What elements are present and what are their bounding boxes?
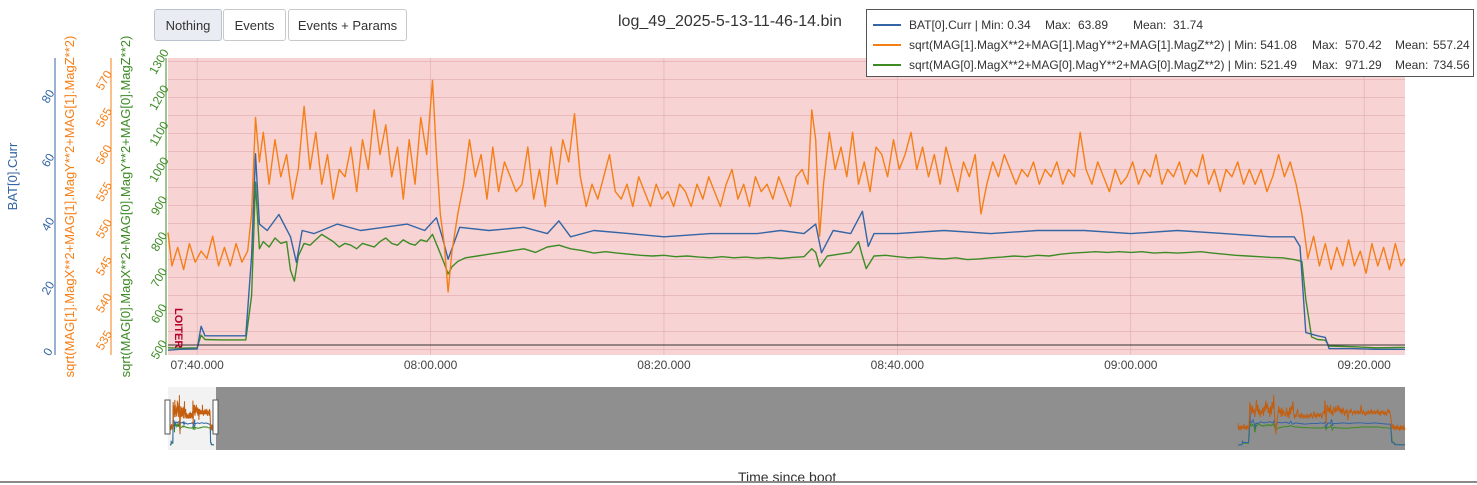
legend-swatch	[873, 44, 901, 46]
y-tick-label: 800	[148, 229, 170, 254]
navigator-series-line	[1238, 413, 1406, 446]
y-axes: 0 20 40 60 80 BAT[0].Curr 535 540 545 550 555 560 56…	[5, 36, 172, 378]
y-tick-label: 555	[93, 179, 115, 204]
legend-mean: 557.24	[1433, 38, 1470, 52]
y-axis-title: sqrt(MAG[1].MagX**2+MAG[1].MagY**2+MAG[1…	[62, 36, 77, 378]
y-tick-label: 600	[148, 301, 170, 326]
navigator-series-line	[170, 413, 215, 446]
navigator-series	[169, 395, 1406, 446]
y-tick-label: 1100	[146, 119, 171, 149]
legend-min: 541.08	[1260, 38, 1297, 52]
series-line-mag0-norm	[167, 181, 1406, 349]
legend-min: 0.34	[1007, 18, 1031, 32]
y-tick-label: 500	[148, 337, 170, 362]
bottom-divider	[0, 481, 1477, 483]
y-tick-label: 80	[39, 87, 58, 106]
events-params-button[interactable]: Events + Params	[288, 9, 407, 41]
legend-mean-label: Mean:	[1133, 18, 1170, 32]
x-tick-label: 08:40.000	[871, 358, 925, 372]
navigator-series-line	[169, 395, 215, 435]
navigator-series-line	[1237, 408, 1405, 446]
y-axis-title: sqrt(MAG[0].MagX**2+MAG[0].MagY**2+MAG[0…	[118, 36, 133, 378]
y-tick-label: 540	[93, 291, 115, 316]
chart-legend: BAT[0].Curr | Min: 0.34 Max: 63.89 Mean:…	[866, 9, 1474, 77]
y-tick-label: 565	[93, 105, 115, 130]
navigator-background	[168, 387, 1405, 450]
events-button[interactable]: Events	[223, 9, 286, 41]
legend-sep: | Min:	[1224, 58, 1261, 72]
legend-mean-label: Mean:	[1395, 38, 1432, 52]
legend-max-label: Max:	[1312, 38, 1342, 52]
legend-swatch	[873, 64, 901, 66]
legend-mean: 734.56	[1433, 58, 1470, 72]
legend-sep: | Min:	[1224, 38, 1261, 52]
legend-swatch	[873, 24, 901, 26]
x-tick-label: 08:00.000	[404, 358, 458, 372]
x-tick-labels: 07:40.000 08:00.000 08:20.000 08:40.000 09:0…	[170, 358, 1391, 372]
legend-entry-mag1[interactable]: sqrt(MAG[1].MagX**2+MAG[1].MagY**2+MAG[1…	[867, 35, 1473, 55]
loiter-mode-label: LOITER	[172, 308, 184, 348]
y-tick-label: 570	[93, 68, 115, 93]
legend-mean-label: Mean:	[1395, 58, 1432, 72]
y-tick-label: 550	[93, 216, 115, 241]
legend-max: 971.29	[1345, 58, 1382, 72]
nothing-button[interactable]: Nothing	[154, 9, 222, 41]
y-axis-title: BAT[0].Curr	[5, 142, 20, 210]
y-tick-label: 700	[148, 265, 170, 290]
legend-mean: 31.74	[1173, 18, 1204, 32]
legend-series-name: sqrt(MAG[1].MagX**2+MAG[1].MagY**2+MAG[1…	[909, 38, 1225, 52]
series-lines	[167, 79, 1406, 351]
x-tick-label: 07:40.000	[170, 358, 224, 372]
y-tick-label: 545	[93, 253, 115, 278]
y-tick-label: 60	[39, 151, 58, 170]
x-tick-label: 09:20.000	[1337, 358, 1391, 372]
legend-max-label: Max:	[1312, 58, 1342, 72]
legend-max: 63.89	[1078, 18, 1109, 32]
y-tick-label: 535	[93, 328, 115, 353]
series-line-mag1-norm	[167, 79, 1406, 293]
x-tick-label: 09:00.000	[1104, 358, 1158, 372]
y-tick-label: 0	[40, 345, 56, 358]
navigator-right-handle[interactable]	[212, 399, 219, 435]
legend-max-label: Max:	[1045, 18, 1075, 32]
navigator-series-line	[1237, 395, 1406, 435]
y-tick-label: 900	[148, 193, 170, 218]
legend-entry-mag0[interactable]: sqrt(MAG[0].MagX**2+MAG[0].MagY**2+MAG[0…	[867, 55, 1473, 75]
legend-min: 521.49	[1260, 58, 1297, 72]
series-line-bat-curr	[167, 153, 1405, 351]
range-navigator[interactable]	[164, 387, 1406, 450]
y-tick-label: 20	[39, 278, 58, 297]
navigator-left-handle[interactable]	[164, 399, 171, 435]
y-tick-label: 560	[93, 142, 115, 167]
legend-max: 570.42	[1345, 38, 1382, 52]
x-tick-label: 08:20.000	[637, 358, 691, 372]
y-tick-label: 40	[39, 215, 58, 234]
legend-series-name: sqrt(MAG[0].MagX**2+MAG[0].MagY**2+MAG[0…	[909, 58, 1225, 72]
legend-sep: | Min:	[971, 18, 1008, 32]
legend-series-name: BAT[0].Curr	[909, 18, 972, 32]
plot-background	[168, 58, 1405, 355]
legend-entry-bat[interactable]: BAT[0].Curr | Min: 0.34 Max: 63.89 Mean:…	[867, 15, 1473, 35]
chart-title: log_49_2025-5-13-11-46-14.bin	[618, 13, 842, 30]
